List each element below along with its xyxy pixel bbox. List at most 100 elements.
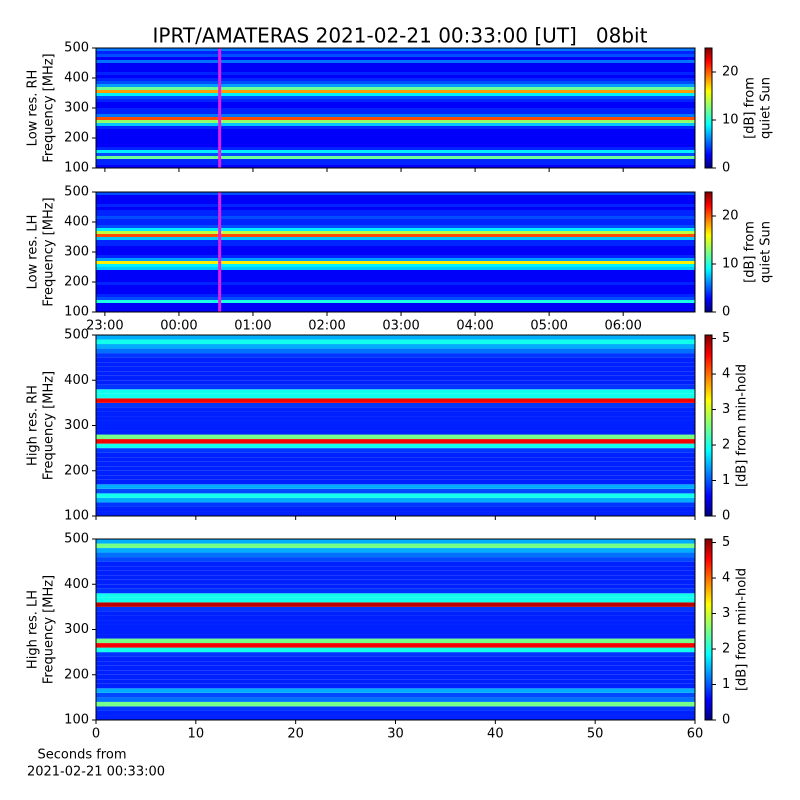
spectrum-band [96,225,695,228]
x-tick-label: 40 [487,727,504,742]
colorbar-tick-label: 20 [722,209,739,224]
spectrum-band [96,706,695,711]
spectrum-band [96,710,695,716]
spectrum-band [96,126,695,129]
spectrum-band [96,629,695,635]
spectrum-band [96,561,695,567]
spectrum-band [96,240,695,243]
spectrum-band [96,357,695,363]
spectrum-band [96,398,695,403]
x-tick-label: 23:00 [86,319,123,334]
spectrum-band [96,222,695,225]
spectrum-band [96,165,695,168]
y-axis-label: Frequency [MHz] [42,53,57,162]
y-axis-label: High res. RH [26,385,41,466]
spectrum-band [96,54,695,57]
spectrum-band [96,697,695,702]
spectrum-band [96,457,695,462]
colorbar [704,47,713,169]
x-tick-label: 02:00 [308,319,345,334]
colorbar-tick-label: 2 [722,438,730,453]
spectrum-band [96,279,695,282]
spectrum-band [96,344,695,349]
spectrum-band [96,201,695,204]
spectrum-band [96,466,695,471]
colorbar-tick-label: 2 [722,642,730,657]
colorbar-tick-label: 0 [722,305,730,320]
spectrum-band [96,153,695,156]
colorbar [704,538,713,721]
colorbar-tick-label: 10 [722,113,739,128]
y-axis-label: Frequency [MHz] [42,197,57,306]
x-tick-label: 04:00 [456,319,493,334]
spectrum-band [96,207,695,210]
y-tick-label: 200 [64,275,89,290]
spectrum-band [96,156,695,159]
x-tick-label: 03:00 [382,319,419,334]
colorbar-tick-label: 4 [722,367,730,382]
spectrum-band [96,111,695,114]
spectrum-band [96,692,695,698]
spectrum-band [96,579,695,585]
spectrum-band [96,210,695,213]
colorbar-tick-label: 20 [722,65,739,80]
spectrum-band [96,470,695,476]
spectrum-band [96,679,695,684]
spectrum-band [96,416,695,421]
spectrum-band [96,138,695,141]
y-tick-label: 200 [64,131,89,146]
figure-title: IPRT/AMATERAS 2021-02-21 00:33:00 [UT] 0… [153,24,648,48]
spectrum-band [96,670,695,675]
spectrum-band [96,353,695,358]
colorbar-tick-label: 1 [722,473,730,488]
spectrum-band [96,425,695,431]
spectrum-band [96,264,695,267]
colorbar [704,191,713,313]
spectrum-band [96,539,695,544]
y-tick-label: 300 [64,245,89,260]
spectrum-band [96,484,695,489]
spectrum-band [96,511,695,516]
spectrum-band [96,543,695,549]
spectrum-band [96,593,695,598]
spectrum-band [96,479,695,485]
colorbar-label: quiet Sun [759,77,774,139]
spectrum-band [96,611,695,616]
x-tick-label: 20 [287,727,304,742]
spectrum-band [96,570,695,576]
spectrum-band [96,624,695,630]
colorbar-tick-label: 5 [722,535,730,550]
spectrum-band [96,48,695,51]
colorbar-tick-label: 0 [722,509,730,524]
colorbar-tick-label: 3 [722,402,730,417]
spectrum-band [96,443,695,449]
spectrum-band [96,420,695,426]
y-tick-label: 500 [64,41,89,56]
spectrum-band [96,597,695,603]
spectrum-band [96,123,695,126]
spectrum-band [96,228,695,231]
colorbar-tick-label: 3 [722,606,730,621]
spectrum-band [96,78,695,81]
spectrum-band [96,219,695,222]
y-axis-label: Frequency [MHz] [42,371,57,480]
spectrum-band [96,288,695,291]
spectrum-band [96,243,695,246]
colorbar-label: quiet Sun [759,221,774,283]
spectrum-band [96,252,695,255]
spectrum-band [96,246,695,249]
spectrum-band [96,72,695,75]
spectrum-band [96,434,695,440]
y-axis-label: High res. LH [26,590,41,669]
spectrum-band [96,502,695,507]
spectrum-band [96,306,695,309]
x-tick-label: 05:00 [530,319,567,334]
y-tick-label: 200 [64,667,89,682]
spectrum-band [96,615,695,621]
spectrum-band [96,192,695,195]
spectrum-band [96,147,695,150]
spectrum-band [96,548,695,553]
spectrum-band [96,96,695,99]
spectrum-band [96,114,695,117]
spectrum-band [96,66,695,69]
